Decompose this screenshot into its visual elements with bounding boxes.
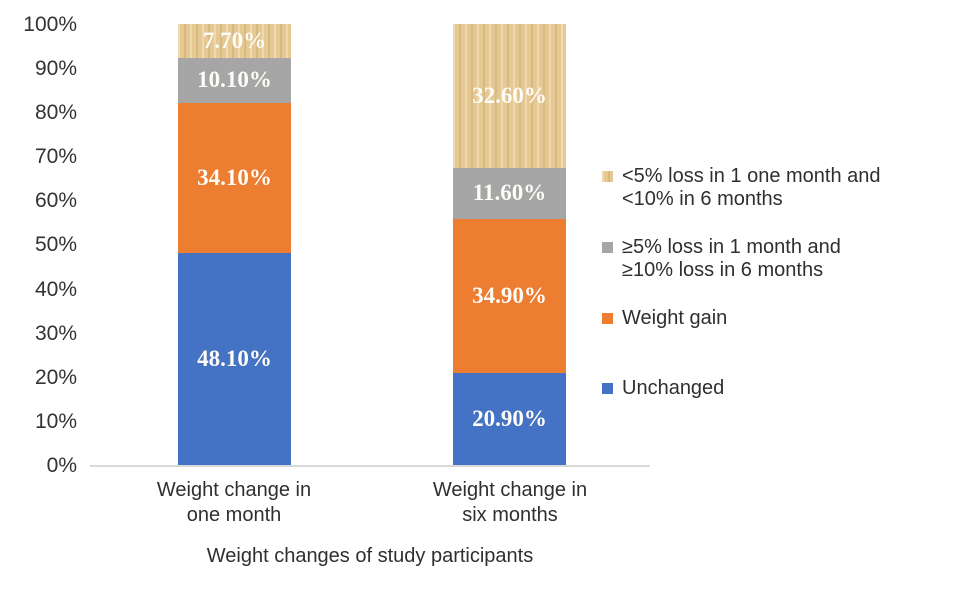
- legend-item-unchanged: Unchanged: [602, 377, 724, 400]
- legend: <5% loss in 1 one month and <10% in 6 mo…: [602, 0, 969, 595]
- bar-segment-unchanged: 48.10%: [178, 252, 291, 465]
- legend-label: <5% loss in 1 one month and <10% in 6 mo…: [622, 165, 881, 210]
- y-axis-tick-label: 70%: [34, 145, 77, 169]
- data-label: 11.60%: [472, 180, 547, 206]
- y-axis-tick-label: 90%: [34, 57, 77, 81]
- bar-segment-weight-gain: 34.10%: [178, 102, 291, 253]
- y-axis-tick-label: 50%: [34, 233, 77, 257]
- legend-item-weight-gain: Weight gain: [602, 307, 727, 330]
- y-axis-tick-label: 30%: [34, 321, 77, 345]
- legend-swatch-icon: [602, 313, 613, 324]
- legend-label: ≥5% loss in 1 month and ≥10% loss in 6 m…: [622, 236, 841, 281]
- y-axis-tick-label: 10%: [34, 409, 77, 433]
- legend-item-5-loss-in-1-one-month-and-10-in-6-months: <5% loss in 1 one month and <10% in 6 mo…: [602, 165, 881, 211]
- y-axis-tick-label: 20%: [34, 365, 77, 389]
- data-label: 10.10%: [197, 67, 272, 93]
- bar-segment-weight-gain: 34.90%: [453, 218, 566, 373]
- x-category-label-one-month: Weight change in one month: [156, 479, 312, 526]
- legend-label: Unchanged: [622, 377, 725, 399]
- data-label: 32.60%: [472, 82, 547, 108]
- y-axis-tick-label: 60%: [34, 189, 77, 213]
- y-axis-tick-label: 40%: [34, 277, 77, 301]
- data-label: 48.10%: [197, 345, 272, 371]
- legend-swatch-icon: [602, 242, 613, 253]
- legend-swatch-icon: [602, 171, 613, 182]
- legend-label: Weight gain: [622, 307, 728, 329]
- x-axis-line: [90, 465, 650, 467]
- axis-title: Weight changes of study participants: [206, 545, 534, 567]
- bar-segment-5-loss-in-1-one-month-and-10-in-6-months: 32.60%: [453, 24, 566, 168]
- bar-segment-5-loss-in-1-month-and-10-loss-in-6-months: 11.60%: [453, 167, 566, 219]
- y-axis: 100% 90% 80% 70% 60% 50% 40% 30% 20% 10% 0%: [0, 14, 77, 477]
- bar-segment-unchanged: 20.90%: [453, 372, 566, 465]
- data-label: 20.90%: [472, 405, 547, 431]
- bar-segment-5-loss-in-1-month-and-10-loss-in-6-months: 10.10%: [178, 57, 291, 103]
- data-label: 7.70%: [202, 28, 267, 53]
- y-axis-tick-label: 100%: [23, 13, 77, 36]
- legend-swatch-icon: [602, 383, 613, 394]
- x-category-label-six-months: Weight change in six months: [432, 479, 588, 526]
- bar-segment-5-loss-in-1-one-month-and-10-in-6-months: 7.70%: [178, 24, 291, 58]
- legend-item-5-loss-in-1-month-and-10-loss-in-6-months: ≥5% loss in 1 month and ≥10% loss in 6 m…: [602, 236, 841, 282]
- data-label: 34.90%: [472, 282, 547, 308]
- y-axis-tick-label: 80%: [34, 101, 77, 125]
- bar-six-months: 20.90% 34.90% 11.60% 32.60%: [453, 24, 566, 465]
- data-label: 34.10%: [197, 164, 272, 190]
- y-axis-tick-label: 0%: [46, 453, 77, 477]
- bar-one-month: 48.10% 34.10% 10.10% 7.70%: [178, 24, 291, 465]
